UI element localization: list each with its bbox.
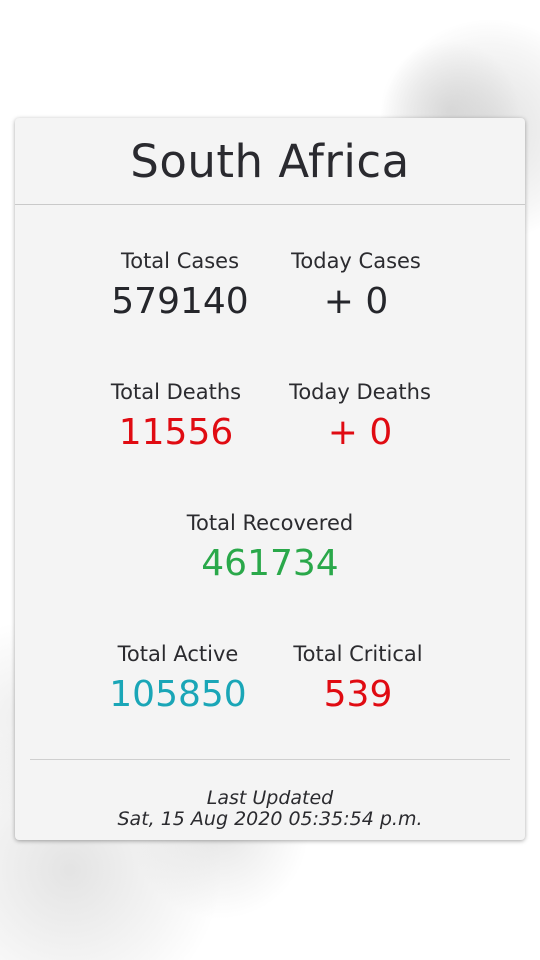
total-active-stat: Total Active 105850: [83, 641, 273, 717]
last-updated-timestamp: Sat, 15 Aug 2020 05:35:54 p.m.: [117, 808, 423, 830]
today-cases-label: Today Cases: [291, 249, 421, 273]
today-cases-stat: Today Cases + 0: [261, 248, 451, 324]
total-recovered-label: Total Recovered: [186, 511, 354, 535]
country-title: South Africa: [130, 134, 410, 188]
country-stats-card: South Africa Total Cases 579140 Today Ca…: [15, 118, 525, 840]
total-cases-label: Total Cases: [120, 249, 240, 273]
total-deaths-label: Total Deaths: [110, 380, 242, 404]
title-divider: [15, 204, 525, 205]
total-deaths-value: 11556: [118, 412, 234, 453]
total-critical-stat: Total Critical 539: [263, 641, 453, 717]
total-cases-value: 579140: [111, 281, 249, 322]
footer-divider: [30, 759, 510, 760]
total-cases-stat: Total Cases 579140: [85, 248, 275, 324]
last-updated: Last Updated Sat, 15 Aug 2020 05:35:54 p…: [15, 788, 525, 830]
total-deaths-stat: Total Deaths 11556: [81, 379, 271, 455]
today-deaths-value: + 0: [327, 412, 393, 453]
total-active-value: 105850: [109, 674, 247, 715]
total-active-label: Total Active: [117, 642, 239, 666]
today-deaths-stat: Today Deaths + 0: [265, 379, 455, 455]
today-deaths-label: Today Deaths: [289, 380, 431, 404]
total-critical-label: Total Critical: [293, 642, 423, 666]
total-recovered-stat: Total Recovered 461734: [175, 510, 365, 586]
today-cases-value: + 0: [323, 281, 389, 322]
total-recovered-value: 461734: [201, 543, 339, 584]
total-critical-value: 539: [323, 674, 393, 715]
last-updated-label: Last Updated: [206, 787, 334, 809]
